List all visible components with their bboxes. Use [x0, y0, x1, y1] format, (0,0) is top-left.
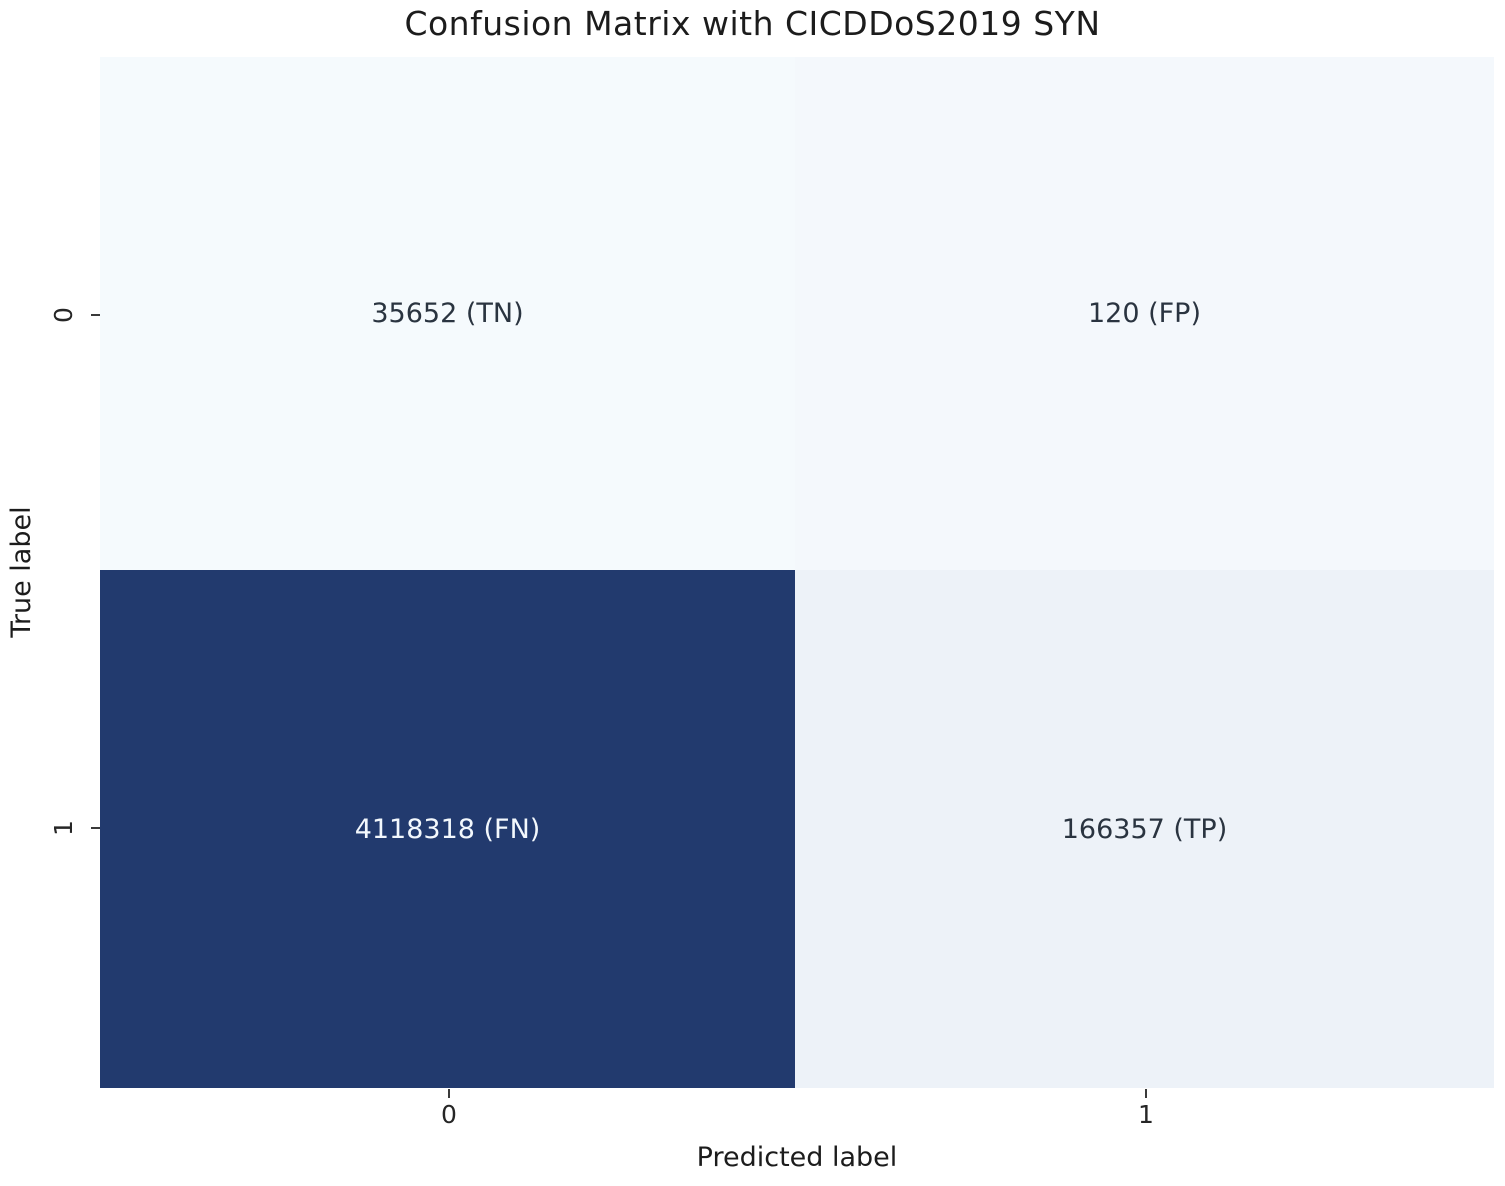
y-axis-tick-mark-1 — [91, 827, 100, 829]
y-axis-title: True label — [6, 506, 37, 638]
y-axis-tick-mark-0 — [91, 314, 100, 316]
y-axis-tick-label-1: 1 — [48, 820, 78, 836]
cell-false-negative: 4118318 (FN) — [100, 570, 795, 1088]
chart-title: Confusion Matrix with CICDDoS2019 SYN — [404, 4, 1101, 43]
x-axis-tick-mark-0 — [448, 1089, 450, 1098]
x-axis-tick-label-0: 0 — [441, 1100, 457, 1129]
cell-false-positive-annotation: 120 (FP) — [1088, 298, 1201, 329]
x-axis-tick-mark-1 — [1145, 1089, 1147, 1098]
y-axis-tick-label-0: 0 — [48, 307, 78, 323]
x-axis-tick-label-1: 1 — [1138, 1100, 1154, 1129]
heatmap-plot: 35652 (TN) 120 (FP) 4118318 (FN) 166357 … — [100, 57, 1494, 1088]
cell-false-negative-annotation: 4118318 (FN) — [354, 813, 541, 845]
cell-true-negative: 35652 (TN) — [100, 57, 795, 570]
cell-true-positive: 166357 (TP) — [795, 570, 1494, 1088]
cell-true-negative-annotation: 35652 (TN) — [371, 298, 524, 329]
cell-false-positive: 120 (FP) — [795, 57, 1494, 570]
cell-true-positive-annotation: 166357 (TP) — [1061, 813, 1228, 845]
x-axis-title: Predicted label — [696, 1142, 898, 1173]
